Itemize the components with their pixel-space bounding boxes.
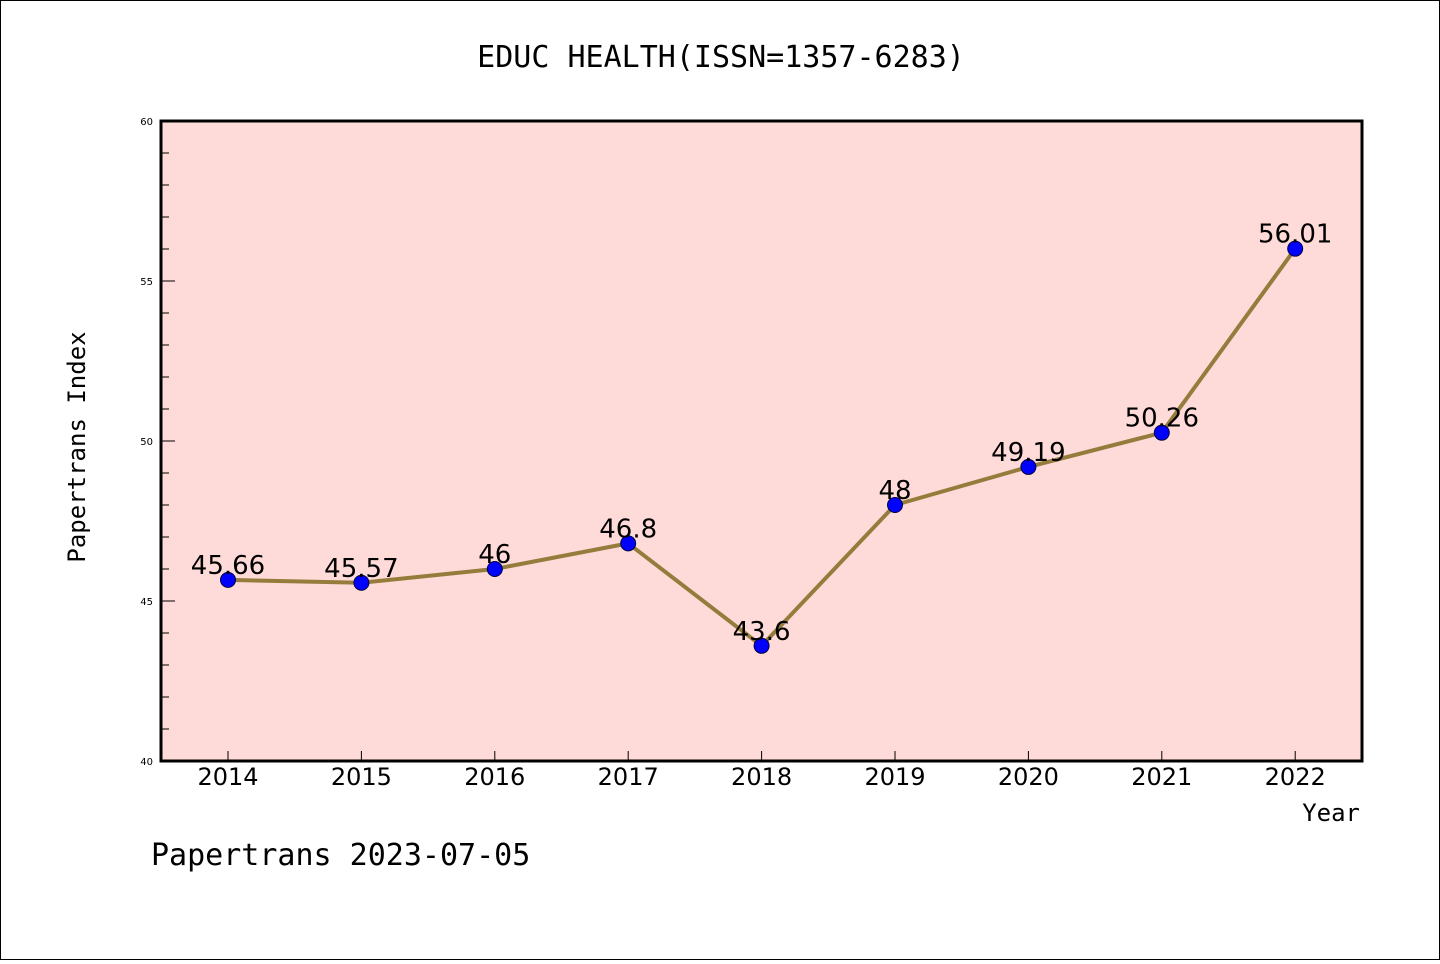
data-label: 48 (878, 476, 911, 506)
data-label: 46.8 (599, 514, 657, 544)
x-tick-label: 2017 (598, 763, 659, 791)
y-tick-label: 50 (140, 437, 153, 448)
data-point (353, 574, 370, 591)
x-tick-label: 2021 (1131, 763, 1192, 791)
y-tick-label: 40 (140, 757, 153, 768)
data-point (220, 571, 236, 588)
data-label: 50.26 (1125, 404, 1199, 434)
chart-title: EDUC HEALTH(ISSN=1357-6283) (477, 40, 965, 75)
y-tick-label: 45 (140, 597, 153, 608)
y-tick-label: 60 (140, 117, 153, 128)
x-tick-label: 2020 (998, 763, 1059, 791)
x-tick-label: 2014 (197, 763, 258, 791)
data-markers (220, 240, 1304, 654)
x-tick-label: 2022 (1265, 763, 1326, 791)
data-point (1287, 240, 1304, 257)
x-axis: 2014 2015 2016 2017 2018 2019 2020 2021 2022 (197, 751, 1326, 791)
y-tick-label: 55 (140, 277, 153, 288)
footer-credit: Papertrans 2023-07-05 (151, 838, 530, 873)
y-axis-title: Papertrans Index (63, 331, 91, 562)
data-point (887, 497, 903, 513)
data-label: 43.6 (733, 617, 791, 647)
data-point (1153, 424, 1170, 441)
data-label: 56.01 (1258, 220, 1332, 250)
plot-border (159, 119, 1364, 763)
data-label: 45.66 (191, 551, 265, 581)
x-tick-label: 2016 (464, 763, 525, 791)
x-tick-label: 2019 (864, 763, 925, 791)
data-label: 49.19 (991, 438, 1065, 468)
data-point (1020, 458, 1037, 475)
x-axis-title: Year (1302, 799, 1360, 827)
x-tick-label: 2018 (731, 763, 792, 791)
x-tick-label: 2015 (331, 763, 392, 791)
data-point (620, 535, 637, 552)
data-point (486, 561, 503, 577)
data-label: 45.57 (324, 554, 398, 584)
plot-area (161, 121, 1362, 761)
data-label: 46 (478, 540, 511, 570)
data-point (753, 637, 770, 654)
data-labels: 45.66 45.57 46 46.8 43.6 48 49.19 50.26 56.01 (191, 220, 1333, 647)
